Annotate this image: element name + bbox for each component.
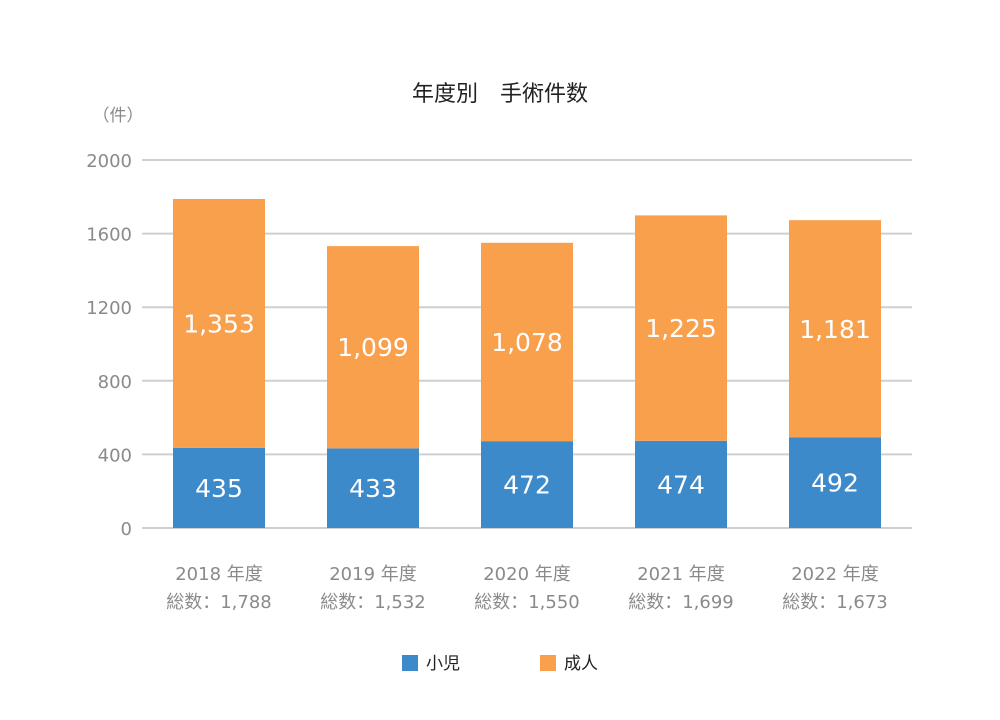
- x-category-label: 2020 年度: [483, 564, 571, 585]
- bars: [173, 199, 881, 528]
- data-label: 1,078: [491, 328, 563, 357]
- y-axis-ticks: 0 400 800 1200 1600 2000: [86, 151, 132, 540]
- x-category-label: 2019 年度: [329, 564, 417, 585]
- y-axis-unit-label: （件）: [93, 106, 144, 126]
- x-category-label: 2021 年度: [637, 564, 725, 585]
- data-label: 1,099: [337, 333, 409, 362]
- data-label: 472: [503, 471, 551, 500]
- legend: 小児 成人: [402, 654, 598, 674]
- bar-segment-成人: [789, 220, 881, 438]
- bar-segment-小児: [635, 440, 727, 528]
- bar-segment-小児: [173, 447, 265, 528]
- legend-swatch-小児: [402, 655, 418, 671]
- x-category-total: 総数：1,550: [474, 592, 580, 613]
- data-label: 1,181: [799, 315, 871, 344]
- y-tick-label: 0: [121, 519, 132, 540]
- data-label: 1,225: [645, 314, 717, 343]
- data-label: 474: [657, 470, 705, 499]
- bar-segment-成人: [173, 199, 265, 448]
- legend-label: 小児: [426, 654, 460, 674]
- x-category-total: 総数：1,673: [782, 592, 888, 613]
- data-label: 433: [349, 474, 397, 503]
- bar-segment-成人: [635, 215, 727, 441]
- bar-segment-小児: [481, 441, 573, 528]
- chart-title: 年度別 手術件数: [412, 82, 588, 107]
- y-tick-label: 400: [98, 445, 132, 466]
- x-category-total: 総数：1,788: [166, 592, 272, 613]
- data-label: 492: [811, 469, 859, 498]
- data-label: 1,353: [183, 309, 255, 338]
- y-tick-label: 800: [98, 372, 132, 393]
- legend-swatch-成人: [540, 655, 556, 671]
- data-labels: 435 1,353 433 1,099 472 1,078 474 1,225 492 1,181: [183, 309, 871, 503]
- x-category-label: 2018 年度: [175, 564, 263, 585]
- x-category-total: 総数：1,699: [628, 592, 734, 613]
- y-tick-label: 1200: [86, 298, 132, 319]
- x-category-label: 2022 年度: [791, 564, 879, 585]
- bar-segment-小児: [789, 437, 881, 528]
- data-label: 435: [195, 474, 243, 503]
- bar-segment-小児: [327, 448, 419, 528]
- bar-segment-成人: [481, 242, 573, 442]
- y-tick-label: 2000: [86, 151, 132, 172]
- legend-label: 成人: [564, 654, 598, 674]
- bar-segment-成人: [327, 246, 419, 449]
- y-tick-label: 1600: [86, 225, 132, 246]
- x-category-total: 総数：1,532: [320, 592, 426, 613]
